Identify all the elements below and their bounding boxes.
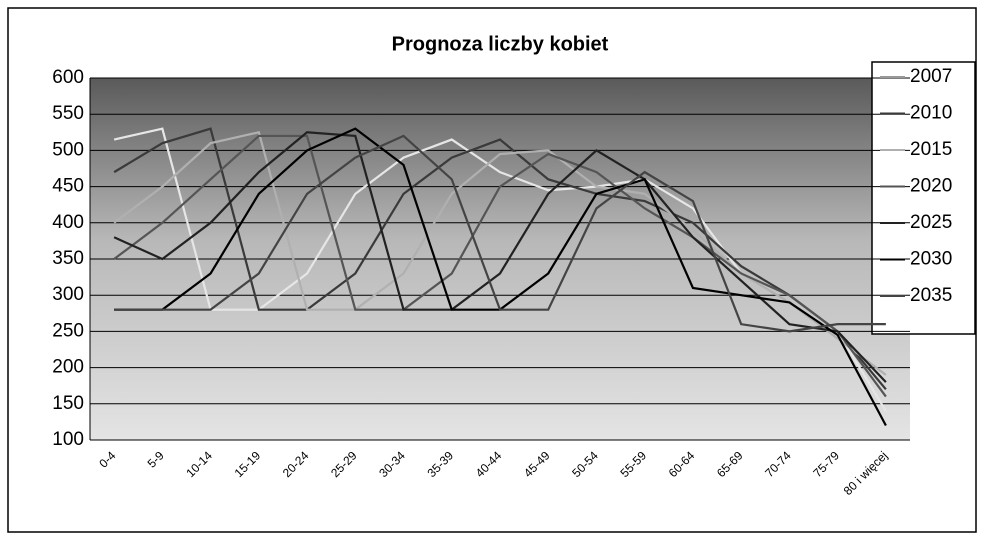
series-line: [114, 134, 886, 333]
y-tick-label: 450: [52, 176, 84, 197]
series-line: [113, 131, 887, 383]
y-tick-label: 150: [52, 393, 84, 414]
y-tick-label: 250: [52, 320, 84, 341]
legend: [871, 61, 976, 335]
y-tick-label: 350: [52, 248, 84, 269]
y-tick-label: 300: [52, 284, 84, 305]
legend-label: 2025: [910, 212, 952, 233]
legend-label: 2015: [910, 139, 952, 160]
y-tick-label: 550: [52, 103, 84, 124]
legend-label: 2035: [910, 285, 952, 306]
y-tick-label: 100: [52, 429, 84, 450]
y-tick-label: 500: [52, 139, 84, 160]
series-line: [113, 130, 887, 376]
legend-label: 2020: [910, 176, 952, 197]
legend-label: 2007: [910, 66, 952, 87]
series-line: [113, 127, 887, 391]
chart-title: Prognoza liczby kobiet: [392, 33, 609, 55]
y-tick-label: 400: [52, 212, 84, 233]
legend-label: 2010: [910, 103, 952, 124]
legend-label: 2030: [910, 249, 952, 270]
y-tick-label: 200: [52, 357, 84, 378]
series-line: [113, 134, 887, 398]
y-tick-label: 600: [52, 67, 84, 88]
